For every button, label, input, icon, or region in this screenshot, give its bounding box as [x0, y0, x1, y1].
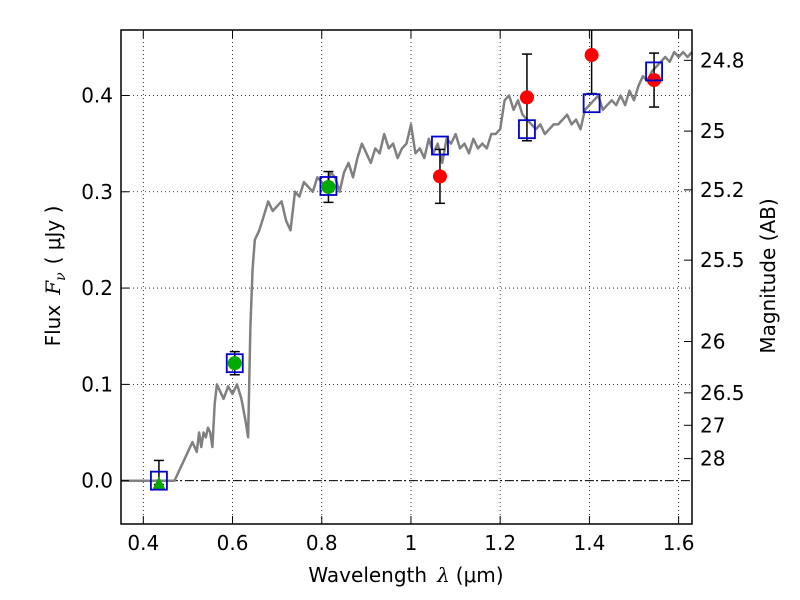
plot-frame [120, 29, 693, 525]
model-photometry-square [582, 93, 601, 114]
observed-green-circle [227, 356, 242, 371]
y-axis-label: Flux Fν ( μJy ) [41, 206, 69, 347]
y-tick-label: 0.3 [81, 180, 113, 204]
magnitude-tick-label: 25.2 [700, 178, 745, 202]
y-axis-label-unit: ( μJy ) [41, 206, 65, 265]
magnitude-axis-ticks: 24.8 25 25.2 25.5 26 26.5 27 28 [684, 48, 745, 471]
x-tick-label: 1.4 [573, 531, 605, 555]
x-tick-label: 1.2 [484, 531, 516, 555]
y-tick-label: 0.2 [81, 276, 113, 300]
x-tick-label: 0.8 [306, 531, 338, 555]
model-photometry-squares [150, 61, 663, 491]
x-axis-label-unit: (μm) [456, 563, 504, 587]
x-axis-label-symbol: λ [436, 563, 450, 587]
y-axis-label-symbol: F [41, 280, 65, 296]
model-photometry-square [319, 176, 338, 196]
model-photometry-square [645, 61, 663, 82]
y-axis-label-prefix: Flux [41, 305, 65, 347]
x-tick-label: 0.6 [217, 531, 249, 555]
magnitude-tick-label: 28 [700, 447, 725, 471]
y-axis-label-subscript: ν [53, 272, 69, 281]
magnitude-tick-label: 25.5 [700, 248, 745, 272]
magnitude-axis-label: Magnitude (AB) [756, 198, 780, 353]
magnitude-tick-label: 26.5 [700, 381, 745, 405]
x-axis-ticks: 0.4 0.6 0.8 1 1.2 1.4 1.6 [127, 30, 695, 555]
observed-red-circle [519, 90, 534, 105]
magnitude-tick-label: 25 [700, 119, 725, 143]
model-photometry-square [150, 470, 168, 491]
magnitude-tick-label: 26 [700, 330, 725, 354]
magnitude-tick-label: 27 [700, 413, 725, 437]
x-axis-label: Wavelength λ (μm) [308, 563, 503, 587]
model-photometry-square [225, 353, 244, 374]
observed-red-circle [432, 169, 447, 184]
observed-red-circle [584, 48, 599, 63]
x-tick-label: 1.6 [663, 531, 695, 555]
model-photometry-square [518, 119, 536, 140]
y-tick-label: 0.0 [81, 469, 113, 493]
x-tick-label: 0.4 [127, 531, 159, 555]
x-tick-label: 1 [405, 531, 418, 555]
x-axis-label-prefix: Wavelength [308, 563, 427, 587]
y-axis-ticks: 0.0 0.1 0.2 0.3 0.4 [81, 83, 129, 493]
magnitude-tick-label: 24.8 [700, 48, 745, 72]
observed-green-circle [321, 179, 336, 194]
y-tick-label: 0.4 [81, 83, 113, 107]
y-tick-label: 0.1 [81, 372, 113, 396]
model-photometry-square [431, 135, 449, 156]
photometry-markers [152, 48, 662, 491]
